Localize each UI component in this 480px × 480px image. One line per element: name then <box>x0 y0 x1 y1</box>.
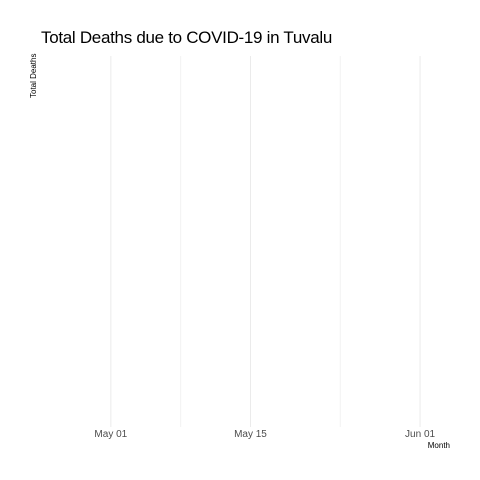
chart-title: Total Deaths due to COVID-19 in Tuvalu <box>41 28 332 47</box>
x-tick-label: May 15 <box>234 429 267 440</box>
grid-lines <box>110 56 421 427</box>
x-tick-label: May 01 <box>94 429 127 440</box>
x-tick-label: Jun 01 <box>405 429 435 440</box>
x-axis-label: Month <box>428 441 450 450</box>
y-axis-label: Total Deaths <box>29 54 38 98</box>
x-tick-labels: May 01 May 15 Jun 01 <box>94 429 435 440</box>
